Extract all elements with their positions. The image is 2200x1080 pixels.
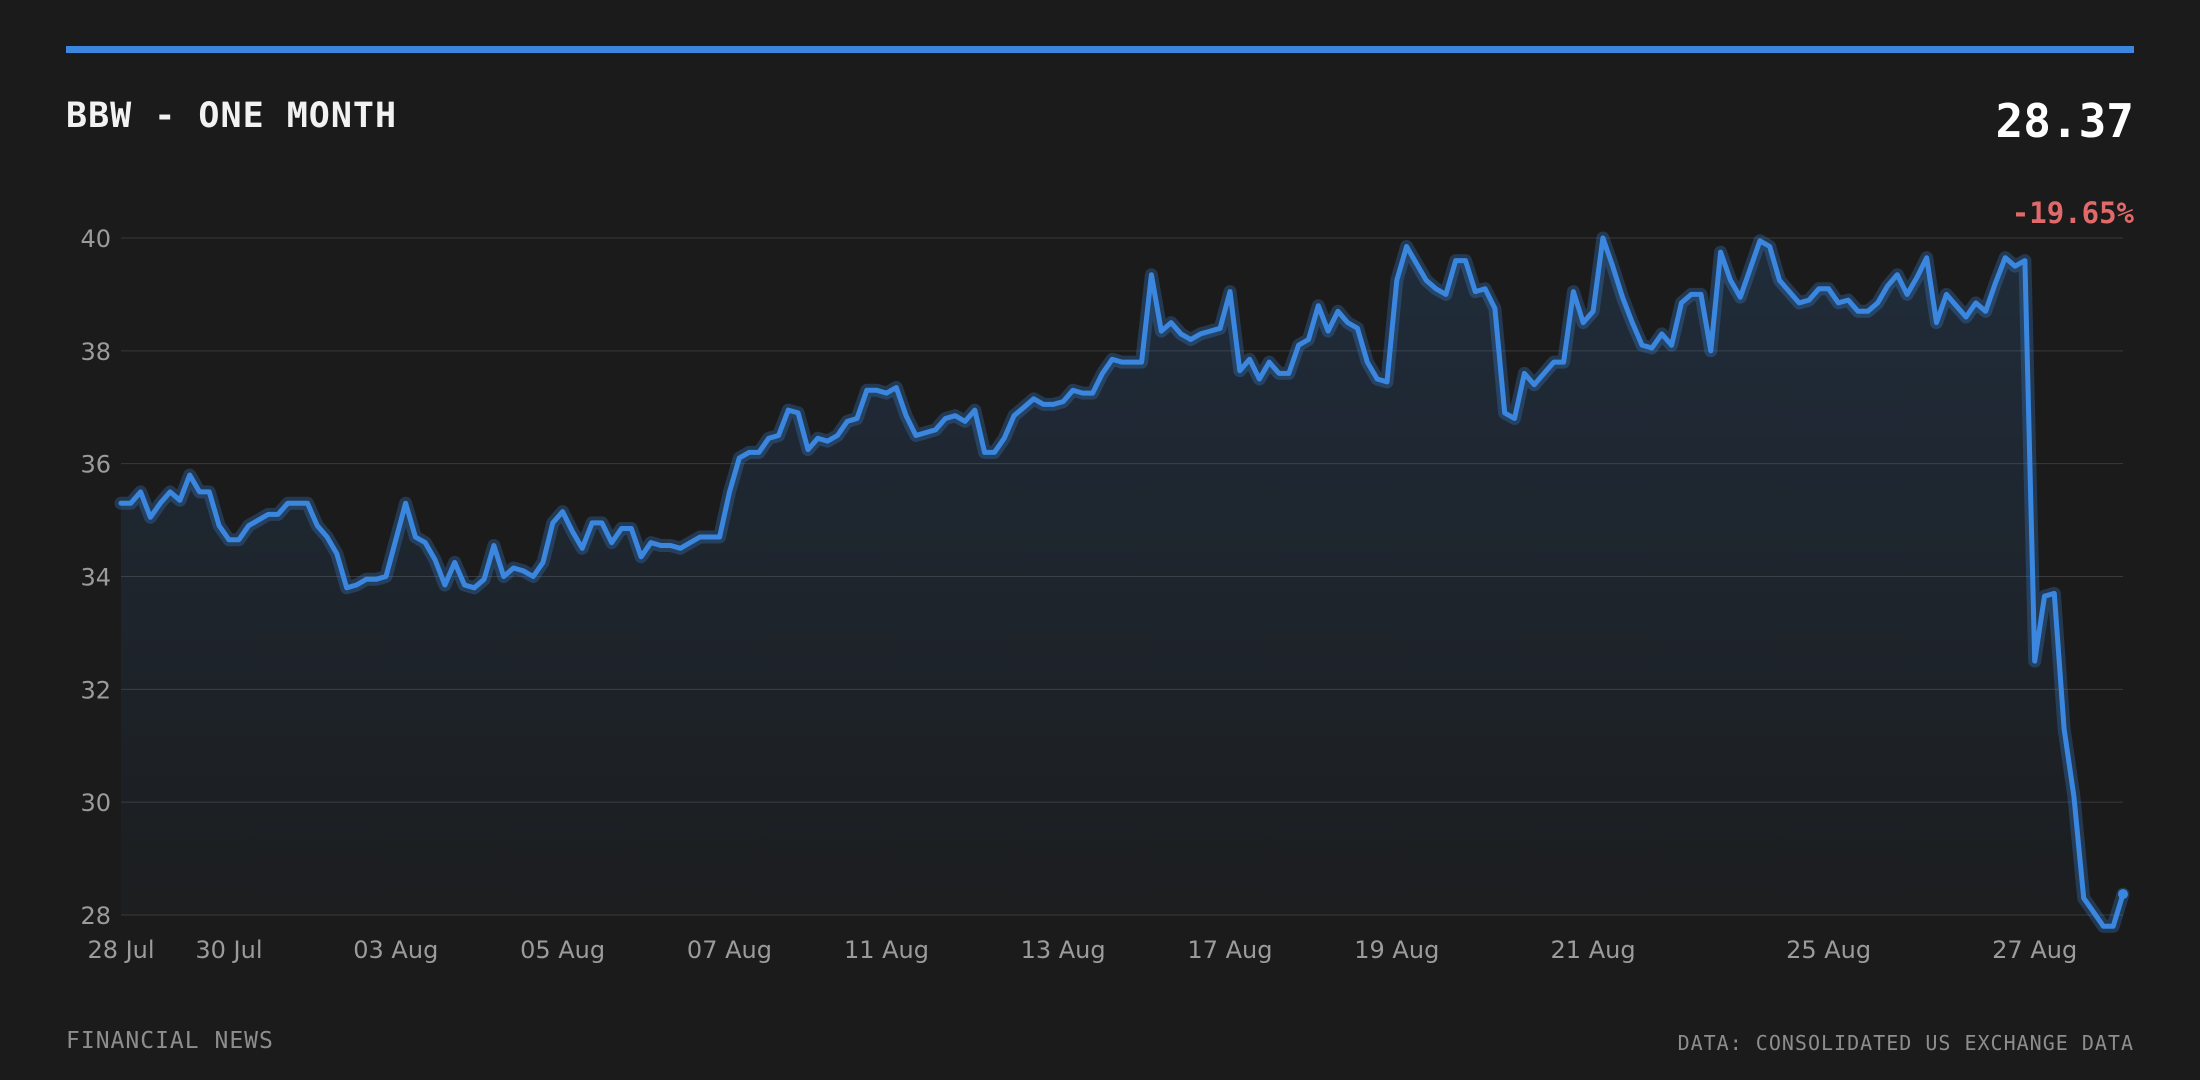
price-line — [118, 235, 2126, 929]
x-tick-label: 28 Jul — [87, 936, 154, 964]
x-tick-label: 03 Aug — [353, 936, 438, 964]
x-tick-label: 11 Aug — [844, 936, 929, 964]
x-tick-label: 07 Aug — [687, 936, 772, 964]
percent-change: -19.65% — [2011, 196, 2134, 230]
price-area-fill — [121, 238, 2123, 927]
y-tick-label: 30 — [80, 789, 111, 817]
x-tick-label: 13 Aug — [1021, 936, 1106, 964]
current-price: 28.37 — [1995, 94, 2134, 148]
y-tick-label: 38 — [80, 338, 111, 366]
y-tick-label: 34 — [80, 564, 111, 592]
x-tick-label: 21 Aug — [1551, 936, 1636, 964]
y-tick-label: 36 — [80, 451, 111, 479]
x-axis-labels: 28 Jul 30 Jul 03 Aug 05 Aug 07 Aug 11 Aug 13 A… — [87, 936, 2077, 964]
x-tick-label: 19 Aug — [1354, 936, 1439, 964]
chart-title: BBW - ONE MONTH — [66, 96, 398, 136]
y-tick-label: 32 — [80, 676, 111, 704]
x-tick-label: 30 Jul — [195, 936, 262, 964]
y-axis-labels: 28 30 32 34 36 38 40 — [80, 225, 111, 930]
x-tick-label: 05 Aug — [520, 936, 605, 964]
footer-source-right: DATA: CONSOLIDATED US EXCHANGE DATA — [1677, 1031, 2134, 1055]
x-tick-label: 25 Aug — [1786, 936, 1871, 964]
last-price-point — [2118, 889, 2128, 900]
footer-source-left: FINANCIAL NEWS — [66, 1028, 274, 1054]
x-tick-label: 27 Aug — [1992, 936, 2077, 964]
accent-bar — [66, 46, 2134, 53]
y-tick-label: 28 — [80, 902, 111, 930]
x-tick-label: 17 Aug — [1187, 936, 1272, 964]
y-tick-label: 40 — [80, 225, 111, 253]
